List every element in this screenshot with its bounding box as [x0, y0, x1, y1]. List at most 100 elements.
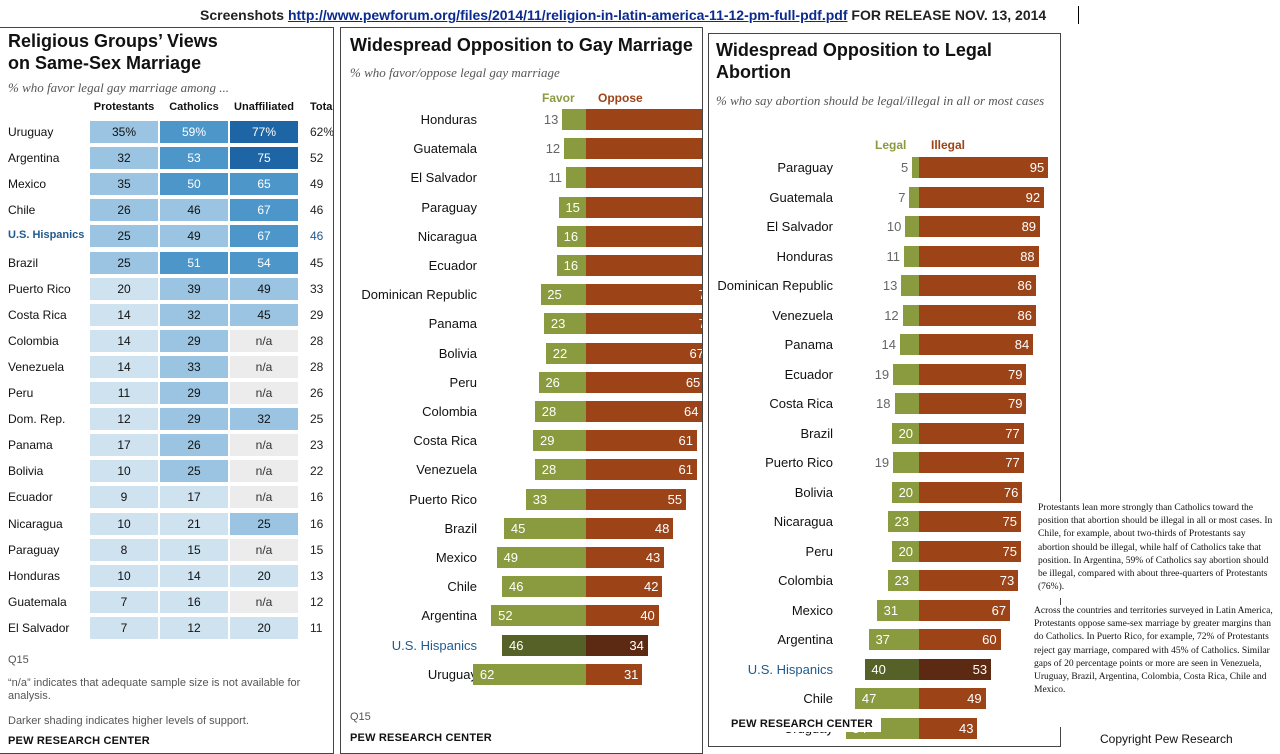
table-cell: 49 [230, 277, 298, 300]
bar-value-illegal: 77 [1005, 455, 1020, 470]
bar-favor [538, 371, 586, 393]
table-cell: 20 [90, 277, 158, 300]
table-cell: 59% [160, 121, 228, 143]
table-row-label: El Salvador [8, 620, 70, 635]
bar-legal [894, 393, 919, 414]
abortion-chart: Legal Illegal Paraguay 5 95 Guatemala 7 92 El Sa… [709, 34, 1060, 746]
bar-value-illegal: 89 [1021, 219, 1037, 234]
bar-value-oppose: 43 [645, 550, 661, 565]
table-cell: n/a [230, 329, 298, 352]
bar-illegal [919, 658, 992, 680]
bar-illegal [919, 245, 1039, 267]
bar-legal [855, 688, 919, 709]
table-row-label: Ecuador [8, 490, 53, 505]
table-cell: 29 [160, 329, 228, 352]
table-cell: 14 [90, 355, 158, 378]
bar-value-favor: 46 [509, 579, 524, 595]
table-row-label: Puerto Rico [8, 281, 71, 296]
table-total-cell: 15 [310, 542, 324, 557]
bar-category-label: U.S. Hispanics [747, 661, 833, 677]
table-cell: n/a [230, 434, 298, 457]
bar-illegal [919, 599, 1011, 621]
bar-value-oppose: 74 [695, 255, 702, 277]
legend-label-oppose: Oppose [598, 91, 643, 105]
bar-favor [473, 663, 586, 685]
table-cell: 75 [230, 147, 298, 170]
bar-category-label: Colombia [778, 573, 833, 588]
table-cell: 7 [90, 616, 158, 639]
bar-value-favor: 52 [498, 608, 513, 624]
table-total-cell: 29 [310, 307, 324, 322]
bar-legal [876, 599, 919, 621]
bar-favor [545, 342, 586, 364]
bar-category-label: El Salvador [410, 170, 477, 186]
gay-source: Q15 [350, 711, 371, 723]
bar-value-legal: 20 [898, 484, 914, 500]
bar-oppose [586, 342, 702, 364]
bar-value-illegal: 43 [959, 720, 974, 736]
bar-favor [562, 109, 586, 130]
bar-legal [891, 422, 919, 444]
bar-favor [502, 634, 586, 656]
table-cell: 20 [230, 616, 298, 639]
bar-oppose [586, 517, 674, 539]
bar-value-legal: 23 [894, 514, 909, 529]
bar-category-label: Guatemala [413, 141, 477, 157]
bar-category-label: Venezuela [772, 307, 833, 323]
bar-value-illegal: 53 [972, 661, 988, 677]
header-link[interactable]: http://www.pewforum.org/files/2014/11/re… [287, 7, 848, 23]
table-row-label: Guatemala [8, 594, 67, 609]
bar-category-label: Chile [803, 691, 833, 706]
bar-illegal [919, 688, 986, 709]
bar-value-illegal: 88 [1020, 248, 1035, 264]
bar-value-illegal: 95 [1029, 160, 1045, 175]
bar-favor [496, 547, 586, 568]
bar-value-legal: 20 [898, 543, 914, 559]
bar-value-illegal: 79 [1007, 396, 1023, 411]
bar-category-label: Honduras [420, 112, 477, 127]
bar-category-label: Bolivia [438, 345, 477, 361]
abortion-title-line1: Widespread Opposition to Legal [716, 40, 992, 60]
bar-favor [540, 284, 586, 306]
table-cell: 39 [160, 277, 228, 300]
table-total-cell: 26 [310, 386, 324, 400]
table-row-label: Peru [8, 386, 34, 400]
table-cell: 26 [160, 434, 228, 457]
table-panel: Religious Groups’ Views on Same-Sex Marr… [0, 27, 334, 754]
bar-illegal [919, 275, 1036, 296]
table-total-cell: 49 [310, 177, 324, 192]
bar-value-oppose: 40 [640, 608, 655, 624]
table-cell: 50 [160, 173, 228, 196]
table-footer: PEW RESEARCH CENTER [8, 735, 150, 747]
gay-marriage-panel: Widespread Opposition to Gay Marriage % … [340, 27, 703, 754]
table-row-label: Venezuela [8, 359, 65, 374]
bar-category-label: El Salvador [766, 219, 833, 234]
table-title-line2: on Same-Sex Marriage [8, 53, 202, 73]
bar-category-label: Peru [805, 543, 833, 559]
table-total-cell: 46 [310, 229, 324, 244]
table-cell: 29 [160, 382, 228, 404]
table-row-label: U.S. Hispanics [8, 229, 85, 242]
legend-label-legal: Legal [875, 138, 907, 152]
table-cell: 25 [230, 512, 298, 535]
bar-illegal [919, 511, 1021, 532]
bar-illegal [919, 481, 1023, 503]
table-cell: 29 [160, 408, 228, 431]
bar-legal [899, 334, 919, 355]
bar-legal [902, 304, 919, 326]
table-col-header: Total [310, 101, 334, 113]
bar-value-favor: 15 [565, 199, 580, 215]
legend-label-illegal: Illegal [931, 138, 966, 152]
bar-value-legal: 7 [898, 189, 906, 205]
bar-category-label: Uruguay [427, 666, 477, 682]
bar-value-legal: 18 [876, 396, 891, 411]
bar-value-favor: 16 [563, 228, 579, 244]
table-cell: 67 [230, 225, 298, 248]
table-col-header: Protestants [93, 101, 155, 113]
bar-oppose [586, 576, 663, 598]
bar-category-label: Brazil [444, 520, 477, 536]
bar-illegal [919, 334, 1034, 355]
bar-value-legal: 31 [883, 602, 899, 618]
bar-oppose [586, 284, 702, 306]
bar-favor [558, 196, 586, 218]
